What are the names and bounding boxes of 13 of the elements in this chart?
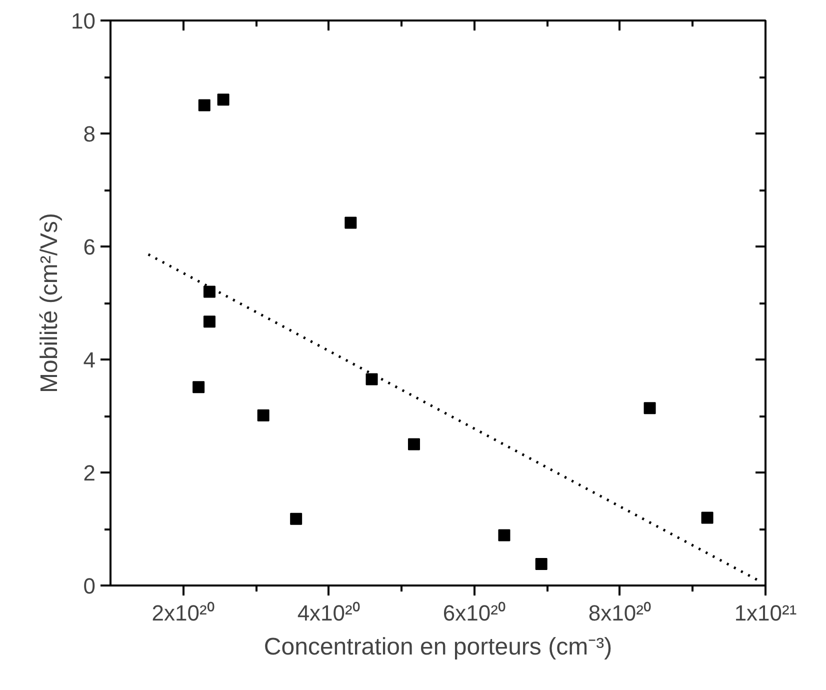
x-axis-title: Concentration en porteurs (cm⁻³) [264,634,612,660]
y-tick-label: 0 [83,574,96,598]
x-tick-label: 8x10²⁰ [588,600,652,626]
y-tick-label: 10 [71,8,96,34]
x-tick-label: 2x10²⁰ [152,600,215,626]
y-tick-label: 6 [83,234,96,260]
y-tick-label: 8 [83,122,96,146]
x-tick-label: 4x10²⁰ [297,600,360,626]
x-tick-label: 6x10²⁰ [442,600,506,626]
y-tick-label: 2 [83,460,96,486]
x-tick-label: 1x10²¹ [734,600,797,626]
y-axis-title: Mobilité (cm²/Vs) [36,212,64,394]
y-tick-label: 4 [83,348,96,372]
